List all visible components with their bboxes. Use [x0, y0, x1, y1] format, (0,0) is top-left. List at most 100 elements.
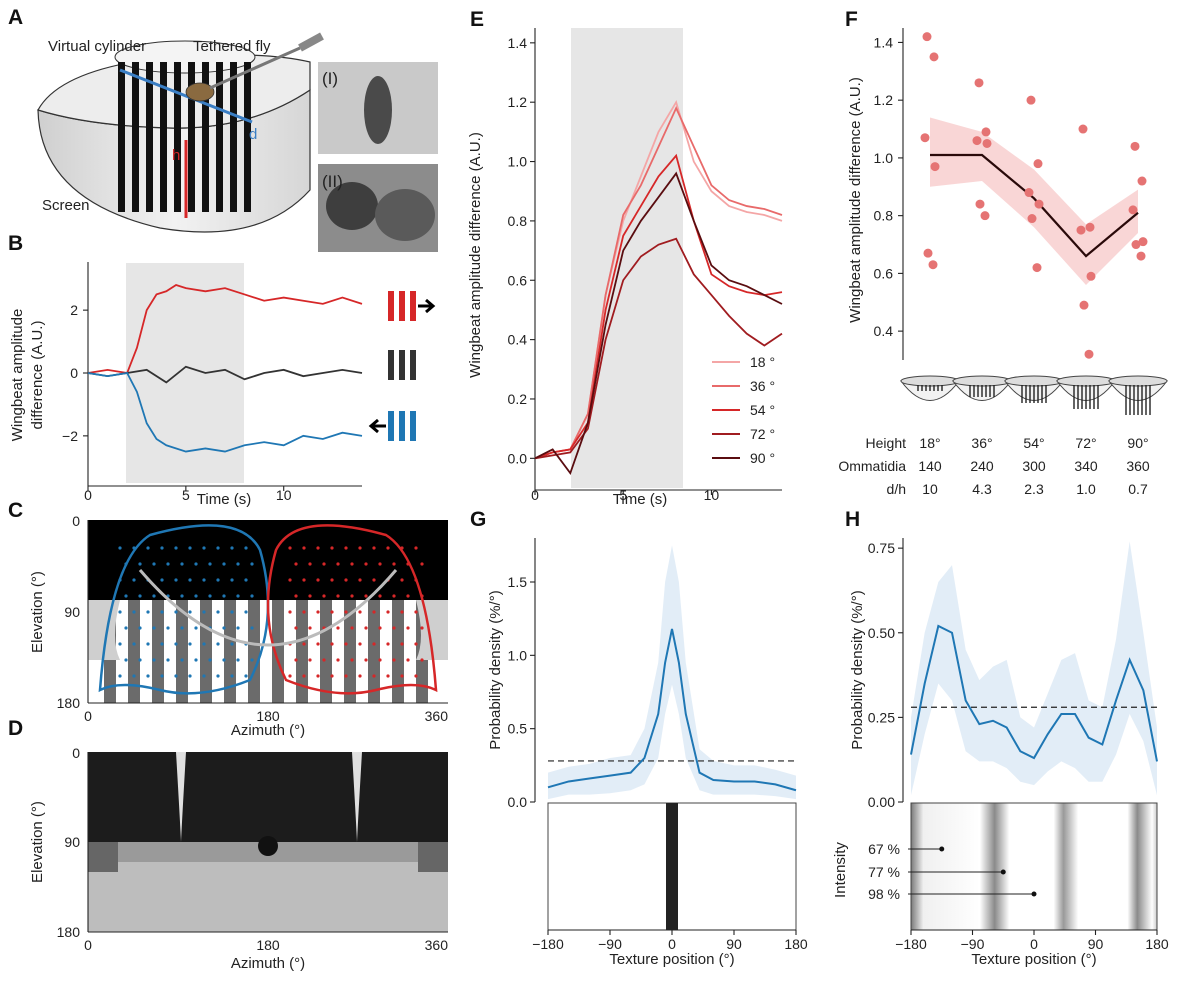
c-ommatidium-left	[152, 658, 156, 662]
d-ytick: 0	[72, 745, 80, 761]
d-xtick: 0	[84, 937, 92, 953]
d-xlabel: Azimuth (°)	[231, 955, 305, 972]
c-ommatidium-left	[180, 658, 184, 662]
panel-d: 0 90 180 0 180 360 Azimuth (°) Elevation…	[29, 745, 448, 972]
photo-label-1: (I)	[322, 69, 338, 88]
d-xtick: 180	[256, 937, 280, 953]
f-data-point	[980, 211, 990, 221]
label-d: d	[249, 126, 257, 143]
c-ommatidium-left	[188, 546, 192, 550]
c-ommatidium-right	[288, 546, 292, 550]
e-legend-label: 18 °	[750, 354, 775, 370]
c-ytick: 90	[64, 604, 80, 620]
label-h: h	[172, 147, 180, 164]
c-ommatidium-right	[344, 578, 348, 582]
c-ommatidium-left	[118, 610, 122, 614]
c-ytick: 180	[57, 695, 81, 711]
f-table-cell: 90°	[1127, 435, 1148, 451]
b-trace-1	[87, 365, 363, 384]
c-ommatidium-right	[336, 626, 340, 630]
c-ommatidium-right	[336, 562, 340, 566]
c-ommatidium-left	[132, 642, 136, 646]
e-traces	[534, 99, 783, 476]
arena-icon	[1004, 375, 1064, 403]
e-trace-1	[534, 105, 783, 460]
c-ommatidium-right	[420, 658, 424, 662]
arena-icon	[1056, 375, 1116, 409]
b-xtick: 0	[84, 487, 92, 503]
h-ylabel-intensity: Intensity	[832, 842, 849, 898]
c-ommatidium-left	[132, 674, 136, 678]
c-ommatidium-left	[132, 610, 136, 614]
arena-icon	[900, 375, 960, 401]
b-ytick: −2	[62, 428, 78, 444]
f-table-cell: 54°	[1023, 435, 1044, 451]
c-ommatidium-right	[406, 594, 410, 598]
f-data-point	[975, 199, 985, 209]
c-ommatidium-left	[174, 610, 178, 614]
f-table-cell: 18°	[919, 435, 940, 451]
f-table-row-label: d/h	[887, 481, 906, 497]
c-ommatidium-right	[414, 674, 418, 678]
h-ytick: 0.25	[868, 709, 895, 725]
c-ommatidium-left	[222, 594, 226, 598]
panel-c: 0 90 180 0 180 360 Azimuth (°) Elevation…	[29, 513, 448, 739]
c-ommatidium-right	[294, 658, 298, 662]
e-xlabel: Time (s)	[613, 491, 667, 508]
c-ommatidium-left	[118, 674, 122, 678]
f-table-cell: 4.3	[972, 481, 992, 497]
c-ommatidium-right	[330, 578, 334, 582]
c-ommatidium-right	[344, 546, 348, 550]
c-ommatidium-left	[124, 626, 128, 630]
h-ytick: 0.00	[868, 794, 895, 810]
c-ommatidium-right	[344, 642, 348, 646]
c-ommatidium-left	[230, 642, 234, 646]
b-ytick: 2	[70, 302, 78, 318]
c-ylabel: Elevation (°)	[29, 571, 46, 653]
arena-icon	[952, 375, 1012, 401]
b-traces	[87, 284, 363, 453]
c-ommatidium-right	[302, 674, 306, 678]
c-ommatidium-right	[364, 562, 368, 566]
c-ommatidium-right	[294, 626, 298, 630]
panel-f: 0.4 0.6 0.8 1.0 1.2 1.4 Wingbeat amplitude di…	[838, 28, 1168, 497]
d-xtick: 360	[425, 937, 449, 953]
f-data-point	[1130, 141, 1140, 151]
c-ommatidium-left	[152, 626, 156, 630]
c-ommatidium-right	[392, 658, 396, 662]
e-trace-3	[534, 237, 783, 460]
f-data-point	[1034, 199, 1044, 209]
stimulus-window-b	[126, 263, 244, 483]
h-intensity-label: 67 %	[868, 841, 900, 857]
f-data-point	[972, 136, 982, 146]
h-ytick: 0.50	[868, 625, 895, 641]
c-xtick: 180	[256, 708, 280, 724]
c-ommatidium-left	[244, 674, 248, 678]
e-legend-label: 36 °	[750, 378, 775, 394]
c-ommatidium-left	[230, 578, 234, 582]
c-ommatidium-right	[372, 674, 376, 678]
c-ommatidium-left	[250, 594, 254, 598]
g-ytick: 0.5	[508, 721, 528, 737]
c-ommatidium-right	[358, 642, 362, 646]
c-ommatidium-left	[222, 658, 226, 662]
c-ommatidium-right	[364, 658, 368, 662]
f-table-cell: 10	[922, 481, 938, 497]
f-table-cell: 1.0	[1076, 481, 1096, 497]
c-ommatidium-right	[420, 562, 424, 566]
h-ytick: 0.75	[868, 540, 895, 556]
f-data-point	[1131, 240, 1141, 250]
c-stripe	[128, 600, 140, 703]
c-ytick: 0	[72, 513, 80, 529]
h-xtick: 90	[1088, 936, 1104, 952]
c-ommatidium-right	[358, 578, 362, 582]
b-ytick: 0	[70, 365, 78, 381]
diameter-line	[119, 68, 253, 124]
f-table-cell: 36°	[971, 435, 992, 451]
c-ommatidium-right	[414, 642, 418, 646]
f-data-point	[928, 260, 938, 270]
h-intensity-dot	[939, 846, 945, 852]
c-ommatidium-left	[166, 562, 170, 566]
c-ommatidium-left	[244, 546, 248, 550]
c-ommatidium-right	[414, 610, 418, 614]
